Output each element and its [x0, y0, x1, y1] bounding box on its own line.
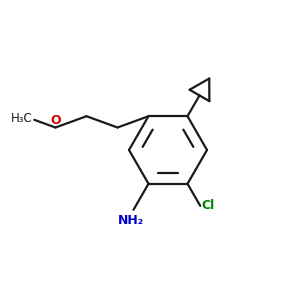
- Text: Cl: Cl: [202, 200, 215, 212]
- Text: H₃C: H₃C: [11, 112, 33, 125]
- Text: O: O: [50, 114, 61, 127]
- Text: NH₂: NH₂: [117, 214, 144, 227]
